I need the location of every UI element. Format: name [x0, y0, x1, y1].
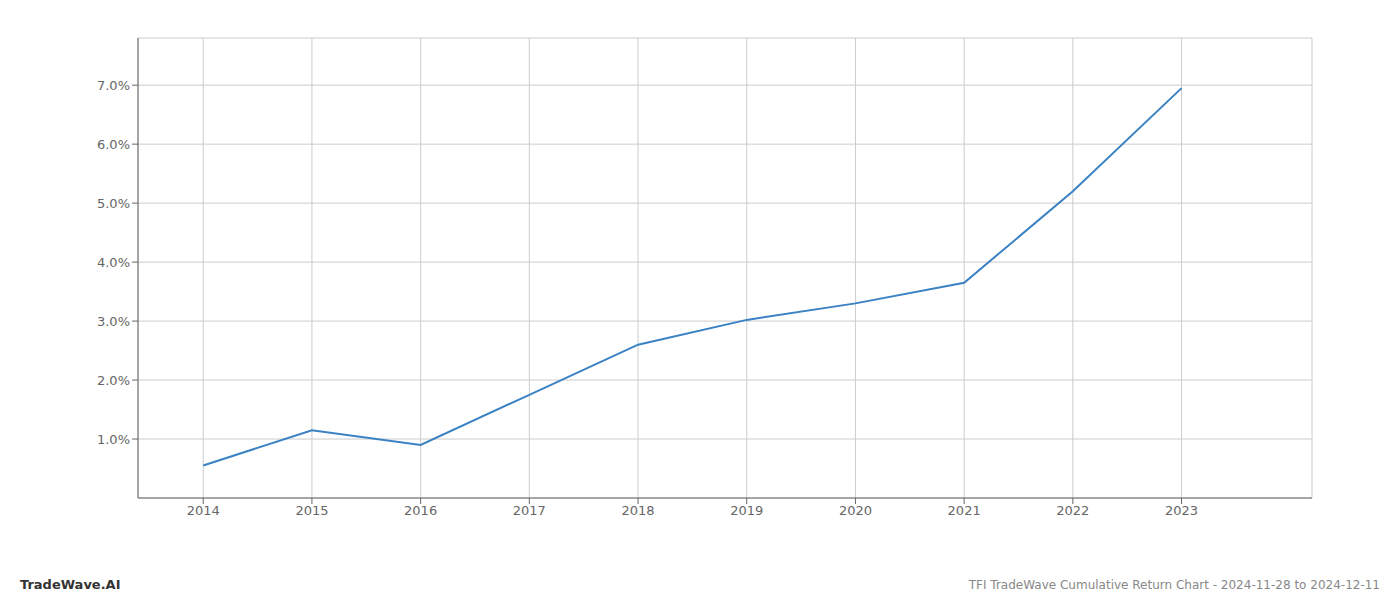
svg-text:7.0%: 7.0%	[97, 78, 130, 93]
svg-text:1.0%: 1.0%	[97, 432, 130, 447]
svg-text:2015: 2015	[295, 503, 328, 518]
svg-text:2019: 2019	[730, 503, 763, 518]
svg-text:3.0%: 3.0%	[97, 314, 130, 329]
svg-text:2021: 2021	[948, 503, 981, 518]
svg-text:2023: 2023	[1165, 503, 1198, 518]
html-text:TFI TradeWave Cumulative Retur: TFI TradeWave Cumulative Return Chart - …	[968, 578, 1380, 592]
svg-text:6.0%: 6.0%	[97, 137, 130, 152]
svg-text:2.0%: 2.0%	[97, 373, 130, 388]
svg-text:2022: 2022	[1056, 503, 1089, 518]
svg-text:2016: 2016	[404, 503, 437, 518]
html-text:TradeWave.AI: TradeWave.AI	[20, 577, 121, 592]
svg-text:5.0%: 5.0%	[97, 196, 130, 211]
svg-text:2017: 2017	[513, 503, 546, 518]
svg-text:2018: 2018	[621, 503, 654, 518]
svg-text:4.0%: 4.0%	[97, 255, 130, 270]
svg-text:2014: 2014	[187, 503, 220, 518]
svg-text:2020: 2020	[839, 503, 872, 518]
